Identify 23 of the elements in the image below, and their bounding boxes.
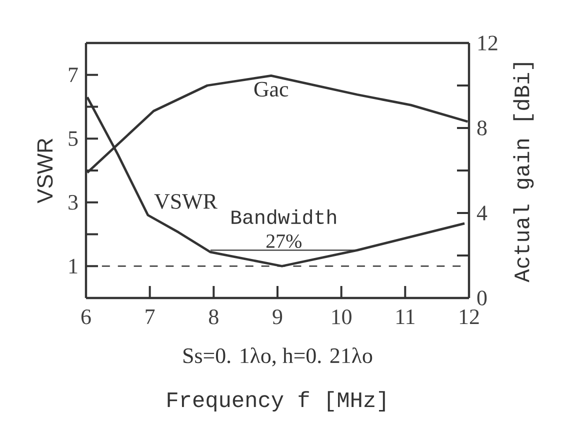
- x-axis-title: Frequency f [MHz]: [168, 391, 385, 412]
- y2-axis-title: Actual gain [dBi]: [513, 63, 534, 282]
- x-tick-label: 6: [81, 309, 91, 324]
- x-tick-label: 8: [209, 309, 218, 324]
- y-tick-label: 3: [68, 195, 78, 210]
- series-label: VSWR: [154, 194, 218, 209]
- y-axis-title: VSWR: [37, 138, 53, 204]
- y-tick-label: 5: [68, 131, 78, 146]
- series-label: Gac: [254, 82, 288, 97]
- y2-tick-label: 12: [478, 36, 498, 50]
- annotation: Bandwidth: [232, 209, 336, 224]
- y2-tick-label: 0: [477, 290, 487, 306]
- x-tick-label: 9: [272, 309, 282, 324]
- x-tick-label: 12: [460, 309, 479, 324]
- x-tick-label: 7: [146, 309, 155, 324]
- x-tick-label: 11: [396, 309, 414, 324]
- y-tick-label: 7: [68, 68, 78, 82]
- text: Ss=0. 1λo, h=0. 21λo: [184, 348, 372, 366]
- y-tick-label: 1: [69, 258, 78, 274]
- x-tick-label: 10: [332, 309, 352, 324]
- y2-tick-label: 4: [476, 206, 488, 220]
- y2-tick-label: 8: [477, 120, 487, 136]
- annotation: 27%: [266, 234, 302, 248]
